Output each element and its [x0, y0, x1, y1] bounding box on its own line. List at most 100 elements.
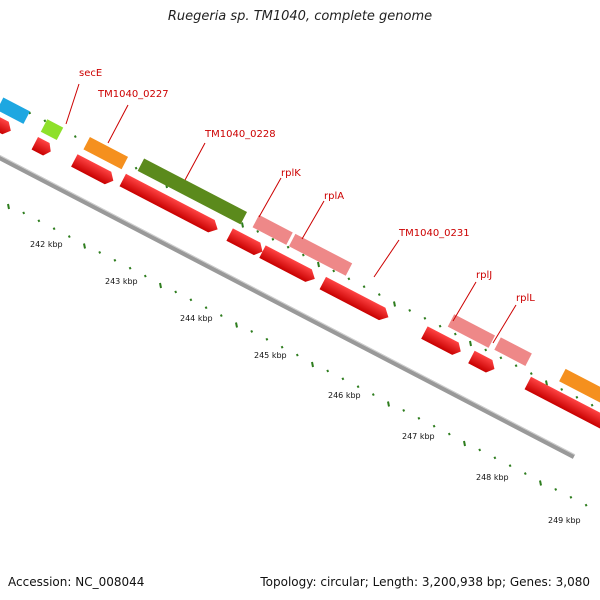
minor-tick: [438, 324, 442, 328]
minor-tick: [219, 314, 223, 318]
cds-arrow[interactable]: [468, 350, 498, 375]
feature-rpll[interactable]: [494, 337, 532, 366]
summary-text: Topology: circular; Length: 3,200,938 bp…: [260, 575, 590, 589]
gene-label-rplk[interactable]: rplK: [258, 168, 301, 218]
cds-arrow[interactable]: [319, 276, 392, 324]
minor-tick: [377, 293, 381, 297]
minor-tick: [98, 250, 102, 254]
gene-label-tm0228[interactable]: TM1040_0228: [184, 129, 276, 181]
kbp-label: 247 kbp: [402, 432, 435, 441]
feature-track: [0, 97, 600, 455]
gene-label-text: rplJ: [476, 270, 492, 281]
minor-tick: [295, 353, 299, 357]
feature-rpla[interactable]: [288, 233, 353, 276]
minor-tick: [590, 403, 594, 407]
gene-label-text: rplK: [281, 168, 301, 179]
cds-arrow[interactable]: [524, 376, 600, 455]
minor-tick: [371, 393, 375, 397]
minor-tick: [189, 298, 193, 302]
minor-tick: [265, 337, 269, 341]
tick-row-lower: [7, 203, 588, 507]
gene-label-text: TM1040_0227: [97, 89, 169, 100]
minor-tick: [134, 166, 138, 170]
feature-tm0227[interactable]: [83, 136, 129, 170]
minor-tick: [52, 227, 56, 231]
cds-arrow[interactable]: [119, 173, 221, 236]
feature-rplk[interactable]: [252, 214, 293, 245]
cds-arrow[interactable]: [259, 245, 318, 285]
minor-tick: [523, 472, 527, 476]
minor-tick: [575, 395, 579, 399]
minor-tick: [286, 245, 290, 249]
feature-cyan[interactable]: [0, 97, 30, 124]
minor-tick: [484, 348, 488, 352]
gene-label-tm0227[interactable]: TM1040_0227: [97, 89, 169, 144]
feature-rplj[interactable]: [447, 314, 496, 348]
major-tick: [393, 301, 396, 307]
gene-label-rpla[interactable]: rplA: [301, 191, 344, 240]
major-tick: [7, 203, 10, 210]
minor-tick: [499, 356, 503, 360]
major-tick: [317, 261, 320, 268]
cds-arrow[interactable]: [421, 326, 464, 357]
kbp-label: 248 kbp: [476, 473, 509, 482]
minor-tick: [301, 253, 305, 257]
minor-tick: [332, 269, 336, 273]
minor-tick: [423, 316, 427, 320]
minor-tick: [250, 329, 254, 333]
minor-tick: [43, 119, 47, 123]
minor-tick: [37, 219, 41, 223]
kbp-labels: 242 kbp 243 kbp 244 kbp 245 kbp 246 kbp …: [30, 240, 581, 525]
minor-tick: [271, 237, 275, 241]
major-tick: [311, 361, 314, 368]
minor-tick: [67, 235, 71, 239]
minor-tick: [73, 135, 77, 139]
minor-tick: [447, 432, 451, 436]
minor-tick: [341, 377, 345, 381]
minor-tick: [280, 345, 284, 349]
kbp-label: 243 kbp: [105, 277, 138, 286]
minor-tick: [256, 229, 260, 233]
minor-tick: [402, 408, 406, 412]
gene-label-text: rplA: [324, 191, 344, 202]
cds-arrow[interactable]: [71, 154, 116, 187]
gene-label-rpll[interactable]: rplL: [492, 293, 535, 344]
feature-orange-right[interactable]: [559, 368, 600, 426]
cds-arrow[interactable]: [31, 137, 54, 158]
minor-tick: [362, 285, 366, 289]
major-tick: [83, 243, 86, 249]
gene-label-sece[interactable]: secE: [65, 68, 102, 125]
major-tick: [387, 401, 390, 407]
kbp-label: 242 kbp: [30, 240, 63, 249]
minor-tick: [508, 464, 512, 468]
major-tick: [463, 440, 466, 447]
gene-label-text: TM1040_0228: [204, 129, 276, 140]
minor-tick: [204, 306, 208, 310]
backbone: [0, 121, 576, 459]
minor-tick: [347, 277, 351, 281]
gene-labels: secE TM1040_0227 TM1040_0228 rplK rplA T…: [65, 68, 535, 344]
gene-label-rplj[interactable]: rplJ: [452, 270, 492, 322]
minor-tick: [560, 387, 564, 391]
minor-tick: [569, 495, 573, 499]
gene-label-tm0231[interactable]: TM1040_0231: [373, 228, 470, 278]
major-tick: [539, 480, 542, 486]
feature-seche[interactable]: [40, 119, 64, 141]
cds-arrows: [0, 110, 600, 455]
minor-tick: [113, 258, 117, 262]
feature-tm0228[interactable]: [137, 158, 248, 225]
minor-tick: [514, 364, 518, 368]
minor-tick: [584, 503, 588, 507]
cds-arrow[interactable]: [0, 110, 14, 137]
major-tick: [241, 222, 244, 228]
cds-arrow[interactable]: [226, 228, 265, 258]
minor-tick: [356, 385, 360, 389]
minor-tick: [174, 290, 178, 294]
minor-tick: [453, 332, 457, 336]
major-tick: [545, 380, 548, 386]
minor-tick: [128, 266, 132, 270]
kbp-label: 244 kbp: [180, 314, 213, 323]
gene-label-text: secE: [79, 68, 102, 79]
